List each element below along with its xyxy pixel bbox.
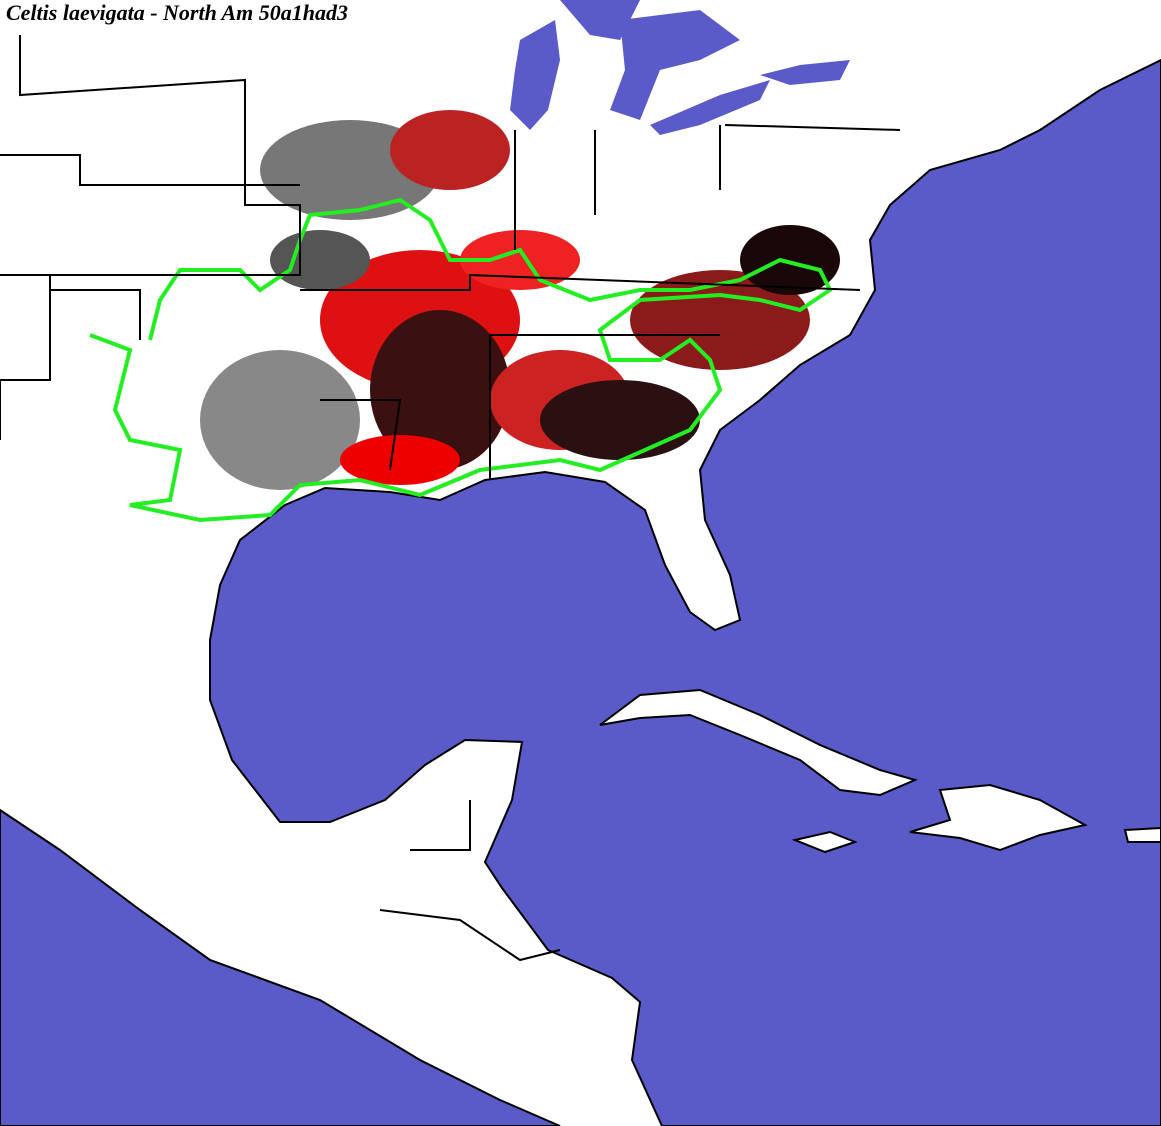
lake-ontario [760,60,850,85]
jamaica [791,830,858,854]
map-title: Celtis laevigata - North Am 50a1had3 [6,0,348,25]
range-outline [89,197,833,523]
ocean [209,58,1161,1126]
hispaniola [909,783,1088,852]
lake-erie [650,80,770,135]
lake-superior [560,0,640,40]
lake-huron [610,10,740,120]
pacific [0,808,561,1126]
puerto-rico [1123,826,1161,843]
borders [0,35,901,962]
cuba [599,688,918,797]
lake-michigan [510,20,560,130]
